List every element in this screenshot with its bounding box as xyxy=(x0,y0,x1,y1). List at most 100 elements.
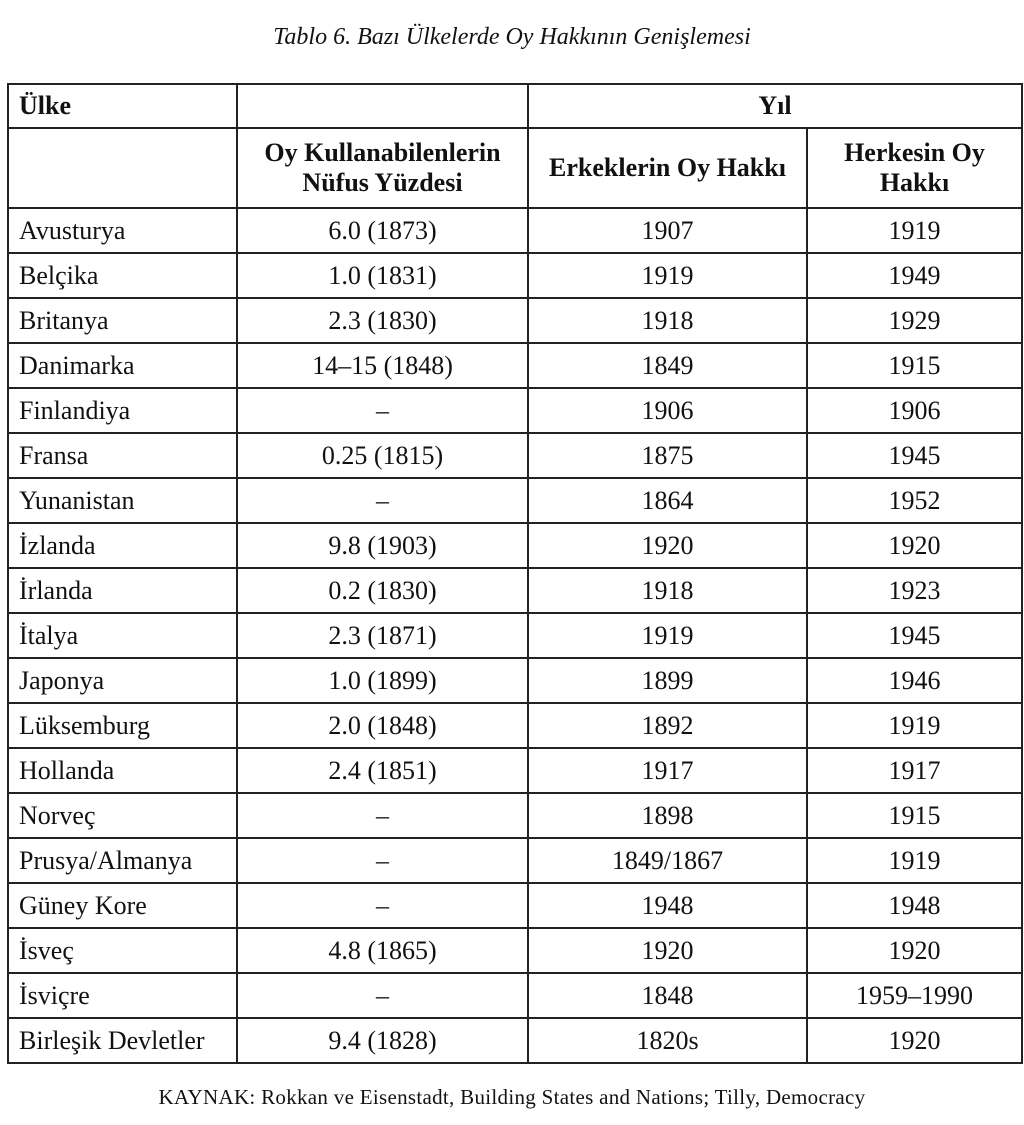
source-note: KAYNAK: Rokkan ve Eisenstadt, Building S… xyxy=(158,1085,866,1109)
country-cell: Birleşik Devletler xyxy=(7,1017,238,1064)
universal-suffrage-cell: 1959–1990 xyxy=(805,972,1024,1019)
country-cell: İzlanda xyxy=(7,522,238,569)
percent-cell: – xyxy=(236,387,529,434)
table-row: Güney Kore –1948 1948 xyxy=(7,882,1024,929)
men-suffrage-cell: 1919 xyxy=(527,612,808,659)
table-row: Finlandiya –1906 1906 xyxy=(7,387,1024,434)
universal-suffrage-cell: 1952 xyxy=(805,477,1024,524)
table-row: Danimarka 14–15 (1848) 1849 1915 xyxy=(7,342,1024,389)
country-cell: İrlanda xyxy=(7,567,238,614)
header-row-bottom: Oy Kullanabilenlerin Nüfus Yüzdesi Erkek… xyxy=(7,127,1024,209)
men-suffrage-cell: 1920 xyxy=(527,927,808,974)
men-suffrage-cell: 1918 xyxy=(527,297,808,344)
country-cell: Lüksemburg xyxy=(7,702,238,749)
table-row: İsviçre –1848 1959–1990 xyxy=(7,972,1024,1019)
percent-cell: – xyxy=(236,792,529,839)
table-row: Japonya 1.0 (1899) 1899 1946 xyxy=(7,657,1024,704)
country-cell: Prusya/Almanya xyxy=(7,837,238,884)
header-empty-cell xyxy=(7,127,238,209)
table-row: İzlanda 9.8 (1903) 1920 1920 xyxy=(7,522,1024,569)
men-suffrage-cell: 1848 xyxy=(527,972,808,1019)
header-country: Ülke xyxy=(7,83,238,129)
country-cell: Avusturya xyxy=(7,207,238,254)
men-suffrage-cell: 1820s xyxy=(527,1017,808,1064)
percent-cell: 6.0 (1873) xyxy=(236,207,529,254)
universal-suffrage-cell: 1919 xyxy=(805,837,1024,884)
table-body: Avusturya 6.0 (1873) 1907 1919 Belçika 1.0 (1… xyxy=(7,207,1024,1064)
country-cell: Norveç xyxy=(7,792,238,839)
header-men-suffrage: Erkeklerin Oy Hakkı xyxy=(527,127,808,209)
country-cell: Güney Kore xyxy=(7,882,238,929)
country-cell: İsveç xyxy=(7,927,238,974)
percent-cell: 9.8 (1903) xyxy=(236,522,529,569)
percent-cell: – xyxy=(236,882,529,929)
country-cell: Fransa xyxy=(7,432,238,479)
universal-suffrage-cell: 1929 xyxy=(805,297,1024,344)
percent-cell: 0.25 (1815) xyxy=(236,432,529,479)
header-universal-suffrage: Herkesin Oy Hakkı xyxy=(805,127,1024,209)
men-suffrage-cell: 1917 xyxy=(527,747,808,794)
header-year: Yıl xyxy=(526,83,1024,129)
country-cell: İsviçre xyxy=(7,972,238,1019)
universal-suffrage-cell: 1920 xyxy=(805,1017,1024,1064)
country-cell: İtalya xyxy=(7,612,238,659)
table-row: Avusturya 6.0 (1873) 1907 1919 xyxy=(7,207,1024,254)
table-row: Birleşik Devletler 9.4 (1828) 1820s 1920 xyxy=(7,1017,1024,1064)
men-suffrage-cell: 1919 xyxy=(527,252,808,299)
percent-cell: 1.0 (1899) xyxy=(236,657,529,704)
men-suffrage-cell: 1875 xyxy=(527,432,808,479)
table-row: Belçika 1.0 (1831) 1919 1949 xyxy=(7,252,1024,299)
header-row-top: Ülke Yıl xyxy=(7,83,1024,129)
men-suffrage-cell: 1849 xyxy=(527,342,808,389)
table-row: Lüksemburg 2.0 (1848) 1892 1919 xyxy=(7,702,1024,749)
header-empty-cell xyxy=(236,83,529,129)
table-row: Britanya 2.3 (1830) 1918 1929 xyxy=(7,297,1024,344)
men-suffrage-cell: 1898 xyxy=(527,792,808,839)
country-cell: Japonya xyxy=(7,657,238,704)
percent-cell: – xyxy=(236,972,529,1019)
universal-suffrage-cell: 1923 xyxy=(805,567,1024,614)
table-row: Yunanistan –1864 1952 xyxy=(7,477,1024,524)
percent-cell: – xyxy=(236,477,529,524)
table-row: Hollanda 2.4 (1851) 1917 1917 xyxy=(7,747,1024,794)
percent-cell: 2.3 (1830) xyxy=(236,297,529,344)
country-cell: Finlandiya xyxy=(7,387,238,434)
table-row: İtalya 2.3 (1871) 1919 1945 xyxy=(7,612,1024,659)
universal-suffrage-cell: 1945 xyxy=(805,612,1024,659)
table-row: Norveç –1898 1915 xyxy=(7,792,1024,839)
universal-suffrage-cell: 1917 xyxy=(805,747,1024,794)
suffrage-table: Ülke Yıl Oy Kullanabilenlerin Nüfus Yüzd… xyxy=(7,83,1024,1064)
table-row: İrlanda 0.2 (1830) 1918 1923 xyxy=(7,567,1024,614)
percent-cell: 1.0 (1831) xyxy=(236,252,529,299)
universal-suffrage-cell: 1920 xyxy=(805,522,1024,569)
percent-cell: 2.0 (1848) xyxy=(236,702,529,749)
men-suffrage-cell: 1920 xyxy=(527,522,808,569)
universal-suffrage-cell: 1948 xyxy=(805,882,1024,929)
men-suffrage-cell: 1899 xyxy=(527,657,808,704)
percent-cell: 4.8 (1865) xyxy=(236,927,529,974)
universal-suffrage-cell: 1915 xyxy=(805,342,1024,389)
table-row: İsveç 4.8 (1865) 1920 1920 xyxy=(7,927,1024,974)
percent-cell: 2.4 (1851) xyxy=(236,747,529,794)
universal-suffrage-cell: 1946 xyxy=(805,657,1024,704)
percent-cell: – xyxy=(236,837,529,884)
men-suffrage-cell: 1864 xyxy=(527,477,808,524)
percent-cell: 14–15 (1848) xyxy=(236,342,529,389)
men-suffrage-cell: 1906 xyxy=(527,387,808,434)
country-cell: Yunanistan xyxy=(7,477,238,524)
men-suffrage-cell: 1948 xyxy=(527,882,808,929)
table-row: Fransa 0.25 (1815) 1875 1945 xyxy=(7,432,1024,479)
percent-cell: 0.2 (1830) xyxy=(236,567,529,614)
men-suffrage-cell: 1849/1867 xyxy=(527,837,808,884)
table-caption: Tablo 6. Bazı Ülkelerde Oy Hakkının Geni… xyxy=(273,24,751,50)
country-cell: Britanya xyxy=(7,297,238,344)
country-cell: Hollanda xyxy=(7,747,238,794)
universal-suffrage-cell: 1949 xyxy=(805,252,1024,299)
header-percent: Oy Kullanabilenlerin Nüfus Yüzdesi xyxy=(236,127,529,209)
universal-suffrage-cell: 1906 xyxy=(805,387,1024,434)
percent-cell: 9.4 (1828) xyxy=(236,1017,529,1064)
universal-suffrage-cell: 1919 xyxy=(805,702,1024,749)
percent-cell: 2.3 (1871) xyxy=(236,612,529,659)
men-suffrage-cell: 1907 xyxy=(527,207,808,254)
country-cell: Belçika xyxy=(7,252,238,299)
